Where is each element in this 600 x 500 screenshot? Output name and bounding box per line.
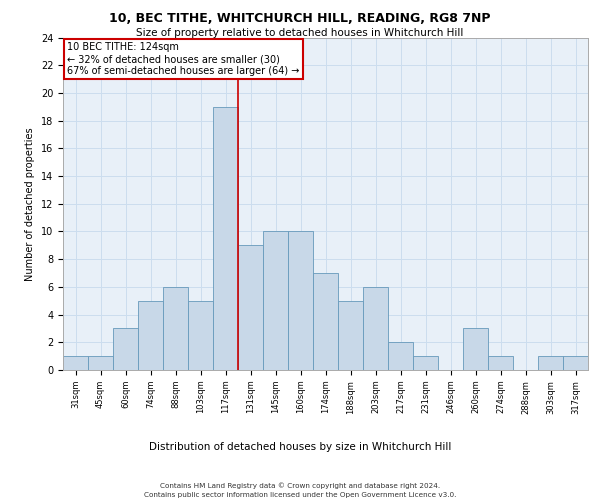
Bar xyxy=(313,273,338,370)
Bar xyxy=(488,356,513,370)
Text: Contains HM Land Registry data © Crown copyright and database right 2024.
Contai: Contains HM Land Registry data © Crown c… xyxy=(144,482,456,498)
Bar xyxy=(413,356,438,370)
Text: Distribution of detached houses by size in Whitchurch Hill: Distribution of detached houses by size … xyxy=(149,442,451,452)
Y-axis label: Number of detached properties: Number of detached properties xyxy=(25,127,35,280)
Bar xyxy=(538,356,563,370)
Bar xyxy=(88,356,113,370)
Text: 10 BEC TITHE: 124sqm
← 32% of detached houses are smaller (30)
67% of semi-detac: 10 BEC TITHE: 124sqm ← 32% of detached h… xyxy=(67,42,299,76)
Bar xyxy=(238,246,263,370)
Bar xyxy=(288,232,313,370)
Bar xyxy=(388,342,413,370)
Bar xyxy=(363,287,388,370)
Bar xyxy=(163,287,188,370)
Bar xyxy=(263,232,288,370)
Bar xyxy=(63,356,88,370)
Bar xyxy=(113,328,138,370)
Bar xyxy=(563,356,588,370)
Text: 10, BEC TITHE, WHITCHURCH HILL, READING, RG8 7NP: 10, BEC TITHE, WHITCHURCH HILL, READING,… xyxy=(109,12,491,26)
Bar xyxy=(138,300,163,370)
Bar xyxy=(213,107,238,370)
Bar xyxy=(463,328,488,370)
Text: Size of property relative to detached houses in Whitchurch Hill: Size of property relative to detached ho… xyxy=(136,28,464,38)
Bar xyxy=(338,300,363,370)
Bar xyxy=(188,300,213,370)
